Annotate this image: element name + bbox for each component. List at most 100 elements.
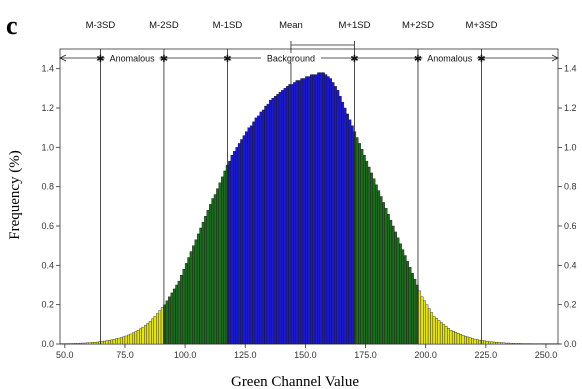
histogram-bar (208, 204, 212, 345)
histogram-bar (223, 170, 227, 345)
histogram-bar (271, 97, 275, 345)
histogram-bar (490, 341, 494, 345)
histogram-bar (411, 273, 414, 345)
histogram-bar (358, 143, 361, 345)
histogram-bar (425, 304, 429, 345)
band-label-bg (260, 53, 321, 63)
histogram-bar (370, 172, 373, 345)
histogram-bar (182, 269, 186, 345)
histogram-bar (129, 333, 133, 345)
histogram-bar (245, 131, 248, 345)
histogram-bar (295, 80, 299, 345)
histogram-bar (365, 160, 369, 345)
histogram-bar (71, 343, 75, 345)
histogram-bar (423, 300, 426, 345)
histogram-bar (211, 198, 215, 345)
histogram-bar (100, 341, 104, 345)
histogram-bar (177, 280, 181, 345)
histogram-bar (285, 86, 289, 345)
histogram-bar (435, 318, 438, 345)
histogram-bar (228, 160, 231, 345)
histogram-bar (230, 155, 234, 345)
histogram-bar (334, 86, 337, 345)
x-axis-title: Green Channel Value (231, 374, 359, 389)
y-tick-label-left: 0.0 (41, 339, 54, 349)
y-tick-label-right: 1.0 (564, 142, 577, 152)
histogram-bar (317, 72, 321, 345)
histogram-bar (442, 324, 446, 345)
marker-label: M+2SD (402, 20, 434, 31)
histogram-bar (519, 343, 523, 345)
histogram-bar (115, 338, 118, 345)
histogram-bar (326, 76, 330, 345)
histogram-bar (189, 251, 193, 345)
marker-star: ✱ (477, 54, 485, 65)
histogram-bar (79, 343, 82, 345)
histogram-bar (160, 307, 164, 345)
histogram-bar (247, 127, 251, 345)
histogram-bar (374, 184, 378, 345)
histogram-bar (473, 338, 477, 345)
histogram-bar (257, 115, 260, 345)
histogram-bar (476, 339, 479, 345)
histogram-bar (437, 320, 441, 345)
y-tick-label-left: 0.8 (41, 182, 54, 192)
histogram-bar (454, 332, 458, 345)
histogram-bar (300, 78, 304, 345)
histogram-bar (252, 121, 256, 345)
histogram-bar (281, 90, 284, 345)
histogram-bar (194, 239, 198, 345)
histogram-bar (187, 257, 191, 345)
marker-star: ✱ (350, 54, 358, 65)
histogram-bar (379, 196, 383, 345)
histogram-bar (218, 182, 222, 345)
histogram-bar (389, 219, 393, 345)
histogram-bar (502, 342, 506, 345)
histogram-bar (269, 99, 272, 345)
histogram-bar (391, 225, 395, 345)
histogram-bar (175, 284, 179, 345)
histogram-bar (266, 103, 270, 345)
histogram-bar (478, 339, 482, 345)
histogram-bar (310, 74, 313, 345)
histogram-bar (430, 312, 434, 345)
plot-area: M-3SD ✱ M-2SD ✱ M-1SD ✱ Mean ✱ M+1SD ✱ M+2SD ✱ M+3SD… (41, 20, 576, 360)
histogram-bar (127, 334, 130, 345)
histogram-bar (168, 296, 171, 345)
histogram-bar (343, 107, 347, 345)
histogram-bar (124, 335, 128, 345)
histogram-bar (463, 335, 467, 345)
y-tick-label-right: 0.2 (564, 300, 577, 310)
histogram-bar (507, 342, 511, 345)
x-tick-label: 50.0 (56, 350, 74, 360)
histogram-bar (93, 342, 97, 345)
histogram-bar (307, 76, 311, 345)
histogram-bar (146, 323, 150, 345)
panel-letter: c (6, 11, 18, 40)
histogram-bar (485, 341, 489, 345)
histogram-bar (95, 341, 99, 345)
histogram-bar (382, 202, 385, 345)
histogram-bar (360, 149, 364, 345)
histogram-bar (384, 208, 388, 345)
histogram-bar (170, 292, 174, 345)
y-tick-label-right: 1.4 (564, 64, 577, 74)
band-label: Background (267, 54, 315, 64)
y-axis-title: Frequency (%) (7, 150, 23, 240)
marker-star: ✱ (414, 54, 422, 65)
histogram-bar (367, 166, 371, 345)
histogram-bar (81, 342, 85, 345)
histogram-bar (399, 243, 402, 345)
histogram-bar (403, 255, 407, 345)
histogram-bar (76, 343, 80, 345)
histogram-bar (192, 245, 195, 345)
histogram-bar (242, 135, 246, 345)
histogram-bar (180, 274, 183, 345)
histogram-bar (233, 151, 236, 345)
histogram-bar (259, 111, 263, 345)
histogram-bar (418, 290, 422, 345)
histogram-bar (158, 310, 162, 345)
y-tick-label-right: 1.2 (564, 103, 577, 113)
y-tick-label-right: 0.8 (564, 182, 577, 192)
marker-label: M+1SD (338, 20, 370, 31)
